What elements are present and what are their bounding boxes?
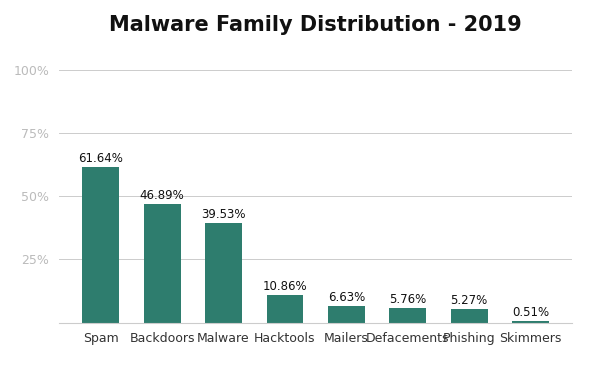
Bar [512,321,549,322]
Bar [451,309,487,322]
Text: 39.53%: 39.53% [201,208,246,221]
Bar [328,306,365,322]
Text: 61.64%: 61.64% [78,152,123,165]
Title: Malware Family Distribution - 2019: Malware Family Distribution - 2019 [109,15,522,35]
Bar [83,167,119,322]
Text: 10.86%: 10.86% [263,280,307,293]
Text: 6.63%: 6.63% [327,291,365,304]
Bar [389,308,426,322]
Text: 5.76%: 5.76% [389,293,427,306]
Bar [205,223,242,322]
Bar [144,204,181,322]
Text: 46.89%: 46.89% [140,189,185,202]
Text: 5.27%: 5.27% [451,294,488,307]
Bar [267,295,303,322]
Text: 0.51%: 0.51% [512,306,549,319]
